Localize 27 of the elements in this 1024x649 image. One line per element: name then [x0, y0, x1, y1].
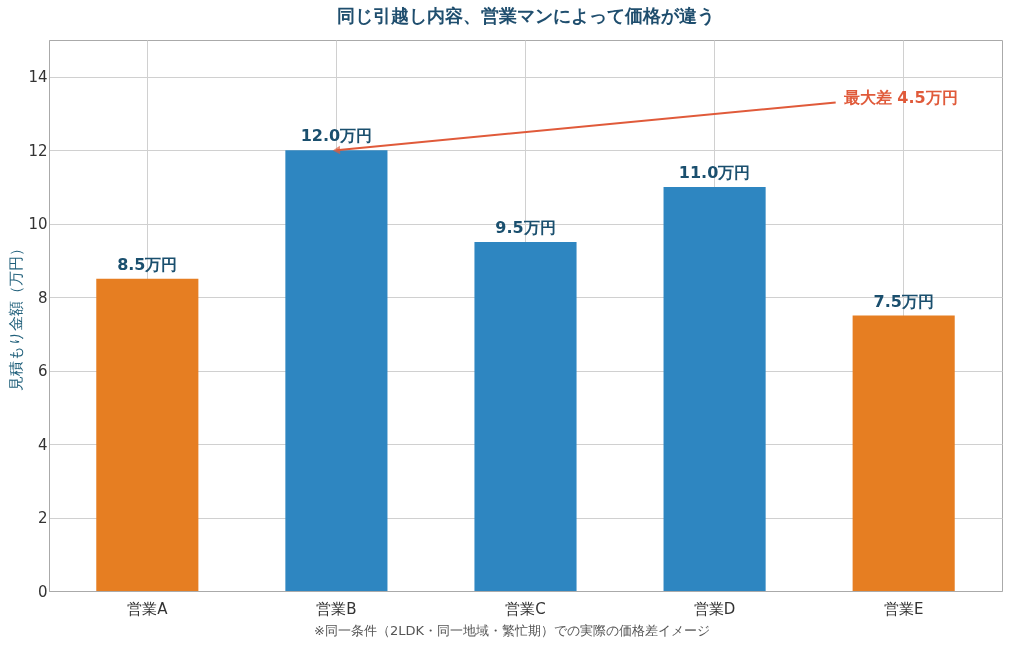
bar: [285, 150, 388, 591]
y-tick-label: 6: [37, 362, 48, 381]
bar: [852, 315, 955, 591]
data-label: 7.5万円: [873, 291, 934, 311]
data-label: 9.5万円: [495, 218, 556, 238]
x-tick-label: 営業B: [316, 599, 357, 618]
y-tick-label: 14: [28, 68, 48, 87]
data-label: 12.0万円: [300, 126, 373, 146]
x-tick-label: 営業A: [127, 599, 169, 618]
annotation: 最大差 4.5万円: [842, 88, 958, 108]
x-tick-label: 営業D: [693, 599, 736, 618]
y-tick-label: 12: [28, 141, 48, 160]
bar: [96, 278, 199, 591]
bar: [663, 186, 766, 591]
data-label: 11.0万円: [678, 162, 751, 182]
y-axis-title: 見積もり金額（万円）: [7, 241, 26, 391]
chart-title: 同じ引越し内容、営業マンによって価格が違う: [336, 5, 715, 26]
y-tick-label: 10: [28, 215, 48, 234]
y-tick-label: 0: [37, 582, 48, 601]
y-tick-label: 2: [37, 509, 48, 528]
y-tick-label: 8: [37, 288, 48, 307]
y-tick-label: 4: [37, 435, 48, 454]
text: ※同一条件（2LDK・同一地域・繁忙期）での実際の価格差イメージ: [313, 622, 711, 640]
data-label: 8.5万円: [117, 254, 178, 274]
x-tick-label: 営業C: [505, 599, 546, 618]
x-tick-label: 営業E: [883, 599, 924, 618]
bar: [474, 242, 577, 591]
